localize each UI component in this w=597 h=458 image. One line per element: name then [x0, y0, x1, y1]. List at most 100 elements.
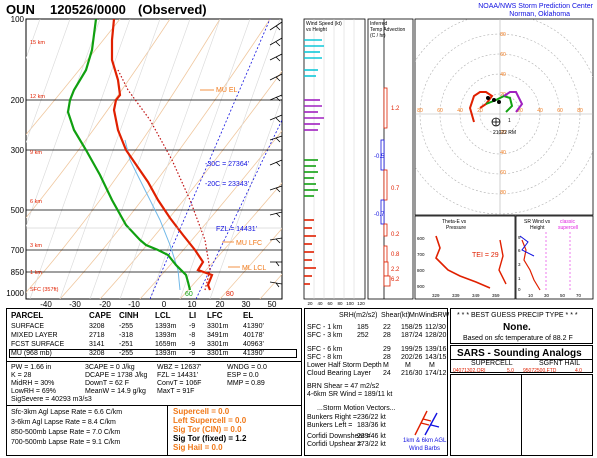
kin-row-label: SFC - 8 km: [307, 354, 343, 361]
sr-km: 6: [518, 248, 521, 253]
height-label: 3 km: [30, 243, 42, 249]
cell: 3301m: [207, 323, 229, 330]
wind-barbs: [269, 21, 283, 288]
divider: [167, 406, 168, 455]
kin-cell: 187/24: [401, 332, 423, 339]
svg-text:40: 40: [457, 108, 463, 114]
cell: 3208: [89, 323, 105, 330]
cell: -318: [119, 332, 134, 339]
sfc-temp-label: 80: [226, 291, 234, 298]
motion-label: Bunkers Right =: [307, 414, 357, 421]
sighail-value: Sig Hail = 0.0: [173, 443, 223, 452]
kin-row-label: Cloud Bearing Layer: [307, 370, 371, 377]
sigtor-cin-value: Sig Tor (CIN) = 0.0: [173, 425, 242, 434]
precip-panel: * * * BEST GUESS PRECIP TYPE * * * None.…: [450, 308, 593, 344]
wind-speed-panel: Wind Speed (kt) vs Height: [303, 18, 366, 306]
adv-value: 0.8: [391, 252, 400, 258]
col-cape: CAPE: [89, 311, 112, 320]
idx-pw: PW = 1.66 in: [11, 364, 52, 371]
idx-maxt: MaxT = 91F: [157, 388, 195, 395]
motion-value: 236/22 kt: [357, 414, 386, 421]
theta-e-trace: [435, 235, 491, 289]
cell: -9: [189, 323, 196, 330]
cell: 40178': [243, 332, 264, 339]
sars-match-1[interactable]: 04071302.ORI: [453, 368, 486, 374]
col-li: LI: [189, 311, 197, 320]
fzl-label: FZL = 14431': [216, 226, 257, 233]
svg-text:80: 80: [500, 32, 506, 38]
temp-label: -20: [99, 300, 111, 309]
cell: 3301m: [207, 350, 229, 357]
pressure-label-500: 500: [11, 206, 25, 215]
height-label: 15 km: [30, 40, 45, 46]
motion-label: Bunkers Left =: [307, 422, 353, 429]
mu-row-highlight: [9, 349, 297, 358]
skewt-diagram: 100 200 300 500 700 850 1000 -40 -30 -20…: [6, 15, 283, 309]
supercell-value: Supercell = 0.0: [173, 407, 230, 416]
sounding-datetime: 120526/0000: [50, 2, 126, 17]
sr-km: 1: [518, 276, 521, 281]
kin-cell: 139/16: [425, 346, 447, 353]
svg-text:80: 80: [577, 108, 583, 114]
tei-value: TEI = 29: [472, 252, 499, 259]
height-label: 12 km: [30, 94, 45, 100]
adv-value: 1.2: [391, 106, 400, 112]
pressure-lines: [26, 99, 282, 273]
hodo-rm-label: 21022 RM: [493, 130, 516, 136]
cell: 1393m: [155, 350, 177, 357]
sr-axis: 30: [544, 293, 550, 298]
dewpoint-trace: [66, 19, 192, 291]
dry-adiabats: [26, 19, 282, 299]
cell: 1393m: [155, 332, 177, 339]
idx-sigsevere: SigSevere = 40293 m3/s3: [11, 396, 92, 403]
sars-match-2[interactable]: 95072500.FTD: [523, 368, 557, 374]
temp-advection-panel: Inferred Temp Advection (C / hr) 1.2 -0.…: [367, 18, 414, 300]
cell: -255: [119, 350, 134, 357]
kin-cell: M: [429, 362, 435, 369]
precip-title: * * * BEST GUESS PRECIP TYPE * * *: [457, 312, 578, 319]
kinematics-panel: SRH(m2/s2) Shear(kt) MnWind SRW SFC - 1 …: [304, 308, 450, 456]
station-id: OUN: [6, 2, 35, 17]
motion-label: Corfidi Downshear =: [307, 433, 371, 440]
sr-km: 3: [518, 262, 521, 267]
svg-text:40: 40: [537, 108, 543, 114]
idx-convt: ConvT = 106F: [157, 380, 202, 387]
temp-label: 20: [216, 300, 225, 309]
kin-cell: M: [405, 362, 411, 369]
pressure-label-850: 850: [11, 268, 25, 277]
row-mixed-label: MIXED LAYER: [11, 332, 58, 339]
sounding-status: (Observed): [138, 2, 207, 17]
idx-meanw: MeanW = 14.9 g/kg: [85, 388, 146, 395]
temp-label: -30: [69, 300, 81, 309]
col-lfc: LFC: [207, 311, 223, 320]
cell: 41390': [243, 350, 264, 357]
svg-text:20: 20: [477, 108, 483, 114]
kin-header: SRW: [433, 312, 450, 319]
cell: -255: [119, 323, 134, 330]
kin-cell: 28: [383, 332, 391, 339]
svg-text:80: 80: [417, 108, 423, 114]
wind-axis-label: 100: [346, 301, 354, 306]
cell: -9: [189, 341, 196, 348]
cell: -8: [189, 332, 196, 339]
lapse-rate: 850-500mb Lapse Rate = 7.0 C/km: [11, 429, 121, 436]
temp-label: 50: [268, 300, 277, 309]
barbs-label: Wind Barbs: [409, 446, 441, 452]
ml-lcl-label: ML LCL: [242, 265, 266, 272]
theta-axis: 349: [472, 293, 480, 298]
svg-text:40: 40: [500, 150, 506, 156]
hodograph: 80 60 40 20 20 40 60 80 80 60 40 20 20 40 60 80 1 21…: [414, 18, 594, 216]
adv-value: 6.2: [391, 277, 400, 283]
temp-label: 10: [188, 300, 197, 309]
sr-supercell: supercell: [558, 225, 578, 231]
lapse-rate: 700-500mb Lapse Rate = 9.1 C/km: [11, 439, 121, 446]
wind-axis-label: 120: [357, 301, 365, 306]
kin-row-label: Lower Half Storm Depth: [307, 362, 382, 369]
row-mu-label: MU (968 mb): [11, 350, 52, 357]
pressure-label-1000: 1000: [6, 289, 24, 298]
brn-shear: BRN Shear = 47 m2/s2: [307, 383, 380, 390]
idx-midrh: MidRH = 30%: [11, 380, 55, 387]
wind-axis-label: 40: [317, 301, 323, 306]
cell: 3491m: [207, 332, 229, 339]
kin-cell: 202/26: [401, 354, 423, 361]
